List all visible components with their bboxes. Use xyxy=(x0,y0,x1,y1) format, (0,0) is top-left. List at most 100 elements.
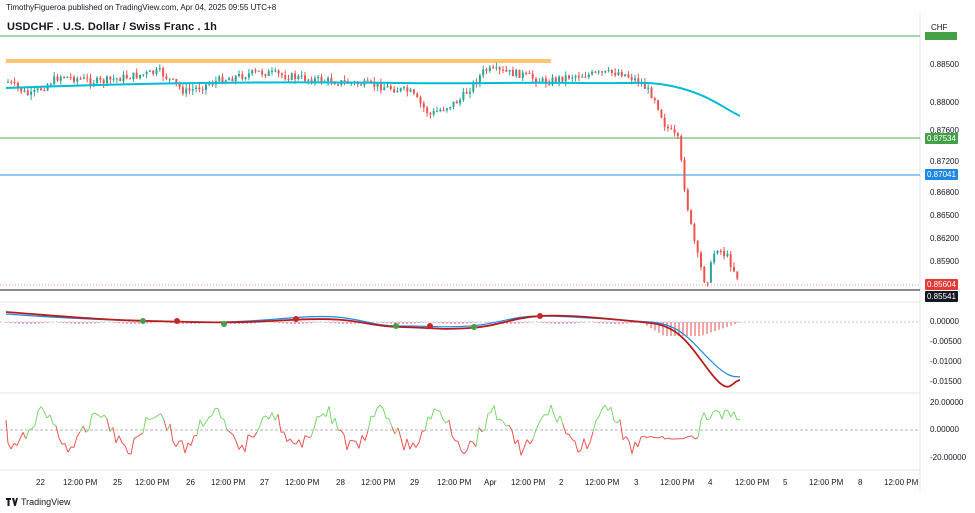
oscillator-segment xyxy=(208,415,213,418)
candle-body xyxy=(208,84,211,86)
oscillator-segment xyxy=(577,449,582,453)
oscillator-segment xyxy=(505,424,510,427)
candle-body xyxy=(535,78,537,83)
candle-body xyxy=(360,84,363,86)
macd-histogram-bar xyxy=(634,322,636,323)
top-green-tag xyxy=(925,32,957,40)
oscillator-segment xyxy=(448,420,453,436)
oscillator-segment xyxy=(445,419,450,424)
candle-body xyxy=(663,117,666,127)
candle-body xyxy=(515,69,518,77)
candle-body xyxy=(733,266,735,272)
oscillator-segment xyxy=(298,439,303,448)
oscillator-segment xyxy=(682,436,687,440)
macd-histogram-bar xyxy=(34,322,36,324)
macd-histogram-bar xyxy=(686,322,688,336)
oscillator-segment xyxy=(205,416,210,423)
oscillator-segment xyxy=(484,413,489,430)
candle-body xyxy=(554,77,557,82)
candle-body xyxy=(26,90,29,96)
candle-body xyxy=(614,72,617,76)
candle-body xyxy=(650,87,653,99)
macd-histogram-bar xyxy=(338,322,340,324)
oscillator-segment xyxy=(409,442,414,450)
macd-histogram-bar xyxy=(310,322,312,324)
oscillator-segment xyxy=(145,416,150,421)
candle-body xyxy=(254,70,257,72)
candle-body xyxy=(211,84,214,86)
candle-body xyxy=(502,69,504,71)
candle-body xyxy=(528,72,531,74)
macd-cross-dot xyxy=(427,323,433,329)
candle-body xyxy=(109,76,112,80)
candle-body xyxy=(261,70,264,75)
oscillator-segment xyxy=(601,404,606,410)
macd-histogram-bar xyxy=(182,322,184,324)
candle-body xyxy=(379,83,382,91)
macd-histogram-bar xyxy=(598,322,600,324)
macd-histogram-bar xyxy=(602,322,604,324)
macd-histogram-bar xyxy=(522,322,524,324)
oscillator-segment xyxy=(160,413,165,421)
macd-histogram-bar xyxy=(334,322,336,324)
candle-body xyxy=(20,87,23,92)
macd-histogram-bar xyxy=(258,322,260,324)
candle-body xyxy=(40,88,42,91)
oscillator-segment xyxy=(319,413,324,417)
candle-body xyxy=(247,73,250,78)
time-axis-label: 12:00 PM xyxy=(63,478,98,487)
oscillator-segment xyxy=(643,435,648,439)
oscillator-segment xyxy=(244,434,249,452)
macd-histogram-bar xyxy=(346,322,348,324)
oscillator-segment xyxy=(241,444,246,453)
candle-body xyxy=(670,128,673,130)
oscillator-segment xyxy=(697,419,702,438)
macd-histogram-bar xyxy=(134,322,136,324)
oscillator-segment xyxy=(397,427,402,439)
candle-body xyxy=(680,135,683,160)
publisher-line: TimothyFigueroa published on TradingView… xyxy=(6,3,277,12)
candle-body xyxy=(571,77,574,79)
macd-histogram-bar xyxy=(614,322,616,324)
candle-body xyxy=(327,77,330,82)
oscillator-segment xyxy=(268,412,273,420)
oscillator-segment xyxy=(502,421,507,427)
candle-body xyxy=(393,89,396,93)
candle-body xyxy=(66,76,69,78)
oscillator-segment xyxy=(733,411,738,421)
oscillator-segment xyxy=(196,419,201,436)
oscillator-segment xyxy=(37,406,42,412)
macd-histogram-bar xyxy=(698,322,700,336)
macd-histogram-bar xyxy=(410,322,412,324)
oscillator-segment xyxy=(28,428,33,431)
macd-histogram-bar xyxy=(170,322,172,324)
macd-histogram-bar xyxy=(702,322,704,336)
oscillator-segment xyxy=(628,440,633,454)
footer-brand: TradingView xyxy=(6,497,71,507)
oscillator-segment xyxy=(10,443,15,450)
oscillator-segment xyxy=(493,405,498,421)
oscillator-segment xyxy=(334,417,339,431)
candle-body xyxy=(337,84,339,86)
price-axis-label: 0.88500 xyxy=(930,60,959,69)
macd-histogram-bar xyxy=(290,322,292,324)
candle-body xyxy=(23,90,26,92)
oscillator-segment xyxy=(211,408,216,416)
oscillator-segment xyxy=(430,408,435,420)
macd-histogram-bar xyxy=(10,322,12,324)
chart-title: USDCHF . U.S. Dollar / Swiss Franc . 1h xyxy=(7,21,217,33)
candle-body xyxy=(69,76,72,78)
oscillator-segment xyxy=(139,432,144,436)
candle-body xyxy=(719,250,722,252)
oscillator-segment xyxy=(475,427,480,447)
macd-histogram-bar xyxy=(330,322,332,324)
oscillator-segment xyxy=(34,410,39,426)
candle-body xyxy=(89,78,92,85)
candle-body xyxy=(696,240,699,253)
macd-histogram-bar xyxy=(18,322,20,324)
macd-histogram-bar xyxy=(126,322,128,324)
macd-histogram-bar xyxy=(122,322,124,324)
oscillator-segment xyxy=(457,441,462,451)
oscillator-segment xyxy=(280,431,285,433)
